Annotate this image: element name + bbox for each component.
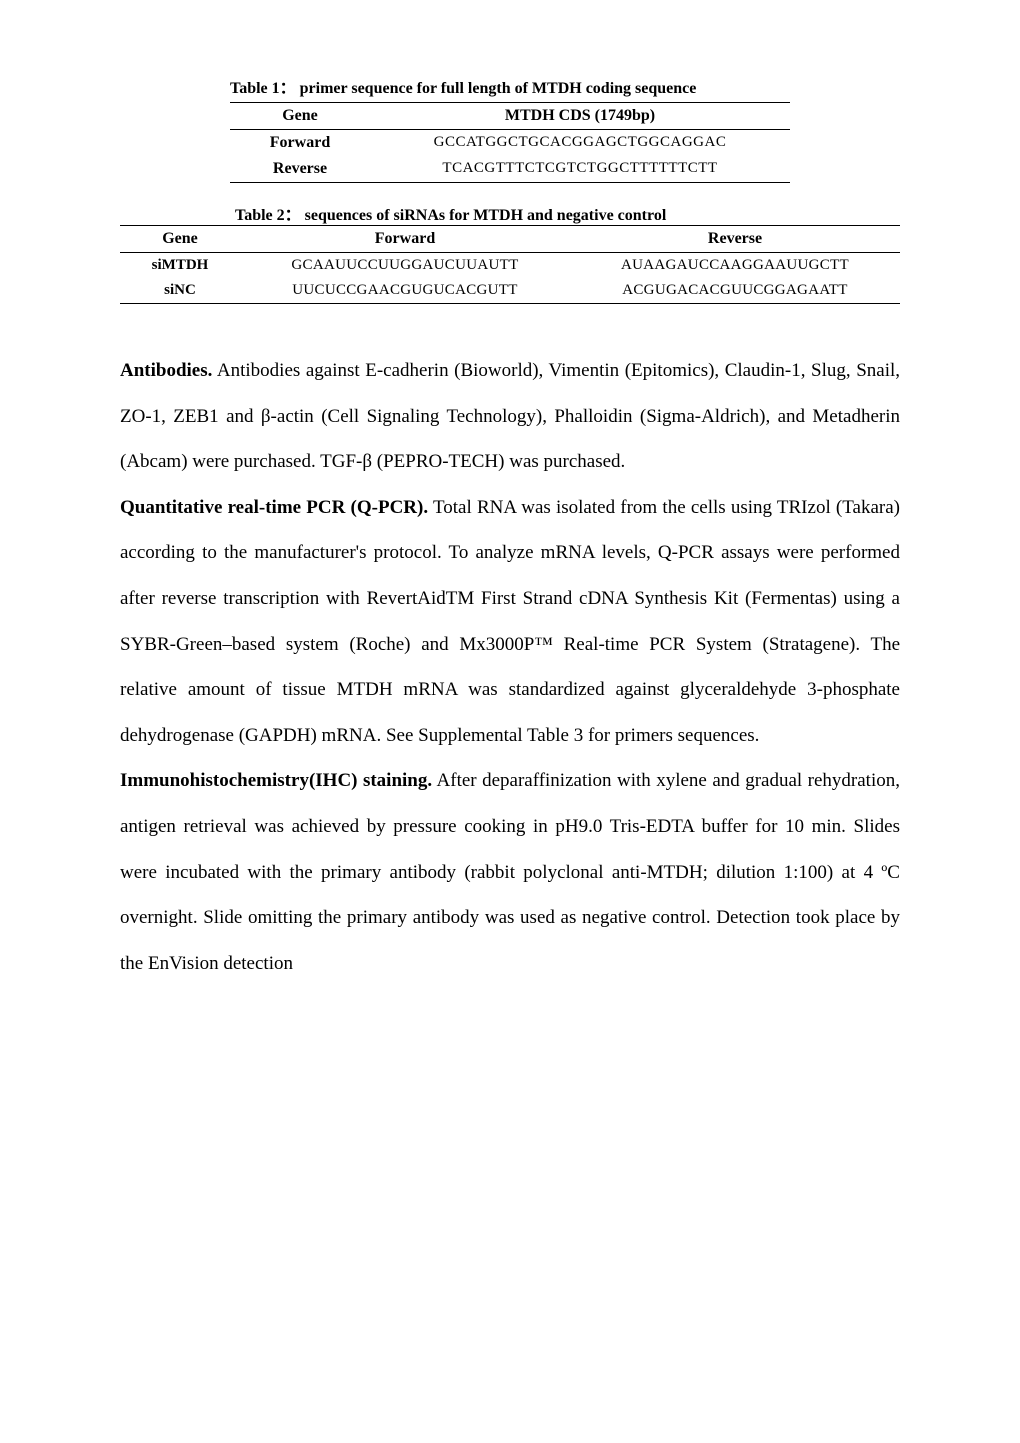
table1-row1-gene: Reverse: [230, 156, 370, 182]
text-qpcr: Total RNA was isolated from the cells us…: [120, 497, 900, 746]
table2-row1-fwd: UUCUCCGAACGUGUCACGUTT: [240, 278, 570, 303]
table2-header-row: Gene Forward Reverse: [120, 226, 900, 253]
paragraph-ihc: Immunohistochemistry(IHC) staining. Afte…: [120, 758, 900, 986]
table1: Table 1： primer sequence for full length…: [230, 70, 790, 183]
table1-header-gene: Gene: [230, 103, 370, 129]
table2-caption: Table 2： sequences of siRNAs for MTDH an…: [235, 203, 666, 228]
heading-ihc: Immunohistochemistry(IHC) staining.: [120, 770, 432, 791]
text-antibodies: Antibodies against E-cadherin (Bioworld)…: [120, 360, 900, 472]
table2-row0-gene: siMTDH: [120, 253, 240, 278]
table2-caption-row: Table 2： sequences of siRNAs for MTDH an…: [120, 201, 900, 225]
table2-header-rev: Reverse: [570, 226, 900, 252]
table2-row1-gene: siNC: [120, 278, 240, 303]
table2-header-gene: Gene: [120, 226, 240, 252]
heading-qpcr: Quantitative real-time PCR (Q-PCR).: [120, 497, 428, 518]
table1-caption: Table 1： primer sequence for full length…: [230, 70, 790, 102]
table2-header-fwd: Forward: [240, 226, 570, 252]
table2-row0-fwd: GCAAUUCCUUGGAUCUUAUTT: [240, 253, 570, 278]
paragraph-antibodies: Antibodies. Antibodies against E-cadheri…: [120, 348, 900, 485]
table-row: siMTDH GCAAUUCCUUGGAUCUUAUTT AUAAGAUCCAA…: [120, 253, 900, 278]
table-row: Reverse TCACGTTTCTCGTCTGGCTTTTTTCTT: [230, 156, 790, 182]
table1-header-data: MTDH CDS (1749bp): [370, 103, 790, 129]
table1-row1-seq: TCACGTTTCTCGTCTGGCTTTTTTCTT: [370, 156, 790, 182]
table1-body: Gene MTDH CDS (1749bp) Forward GCCATGGCT…: [230, 102, 790, 183]
table2-row1-rev: ACGUGACACGUUCGGAGAATT: [570, 278, 900, 303]
table-row: siNC UUCUCCGAACGUGUCACGUTT ACGUGACACGUUC…: [120, 278, 900, 303]
table2: Table 2： sequences of siRNAs for MTDH an…: [120, 201, 900, 304]
text-ihc: After deparaffinization with xylene and …: [120, 770, 900, 973]
table2-row0-rev: AUAAGAUCCAAGGAAUUGCTT: [570, 253, 900, 278]
table1-row0-gene: Forward: [230, 130, 370, 156]
table-row: Forward GCCATGGCTGCACGGAGCTGGCAGGAC: [230, 130, 790, 156]
paragraph-qpcr: Quantitative real-time PCR (Q-PCR). Tota…: [120, 485, 900, 759]
table1-header-row: Gene MTDH CDS (1749bp): [230, 103, 790, 130]
table1-row0-seq: GCCATGGCTGCACGGAGCTGGCAGGAC: [370, 130, 790, 156]
table2-body: Gene Forward Reverse siMTDH GCAAUUCCUUGG…: [120, 225, 900, 304]
heading-antibodies: Antibodies.: [120, 360, 212, 381]
body-text: Antibodies. Antibodies against E-cadheri…: [120, 348, 900, 986]
